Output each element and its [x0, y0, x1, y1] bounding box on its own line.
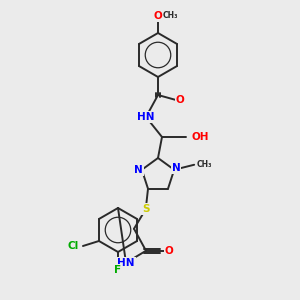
Text: O: O [154, 11, 162, 21]
Text: O: O [165, 246, 173, 256]
Text: HN: HN [117, 258, 135, 268]
Text: Cl: Cl [68, 241, 79, 251]
Text: S: S [142, 204, 150, 214]
Text: O: O [176, 95, 184, 105]
Text: CH₃: CH₃ [163, 11, 178, 20]
Text: F: F [114, 265, 122, 275]
Text: HN: HN [137, 112, 155, 122]
Text: N: N [172, 163, 181, 173]
Text: N: N [134, 165, 143, 175]
Text: CH₃: CH₃ [196, 160, 212, 169]
Text: OH: OH [192, 132, 209, 142]
